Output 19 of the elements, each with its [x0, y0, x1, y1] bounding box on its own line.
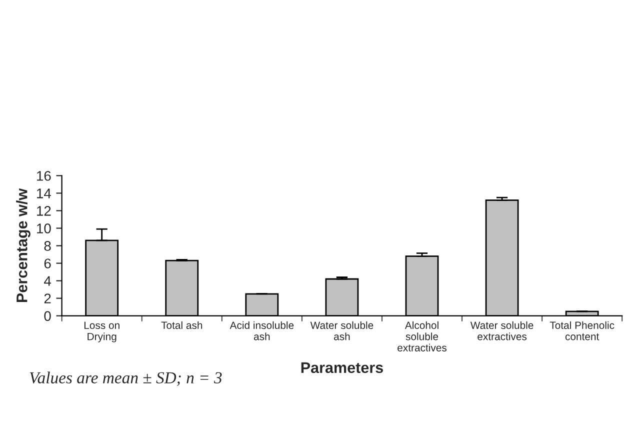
y-tick-label: 16 [37, 170, 51, 181]
x-tick-label: Acid insoluble ash [230, 321, 294, 340]
y-tick-label: 14 [37, 188, 51, 198]
y-tick-label: 10 [37, 224, 51, 234]
x-tick-label: Water soluble extractives [470, 321, 534, 340]
y-tick-label: 4 [44, 276, 51, 286]
x-tick-label: Loss on Drying [84, 322, 120, 342]
y-tick-label: 8 [44, 241, 51, 251]
x-axis-title: Parameters [301, 362, 383, 374]
y-tick-label: 12 [37, 206, 51, 216]
x-tick-label: Alcohol soluble extractives [398, 321, 447, 352]
x-tick-label: Total ash [161, 321, 202, 330]
y-axis-title: Percentage w/w [16, 188, 30, 302]
text: Values are mean ± SD; n = 3 [30, 372, 222, 386]
y-tick-label: 0 [44, 311, 51, 321]
y-tick-label: 6 [44, 258, 51, 268]
y-tick-label: 2 [44, 294, 51, 304]
x-tick-label: Water soluble ash [310, 321, 374, 340]
x-tick-label: Total Phenolic content [550, 321, 614, 340]
